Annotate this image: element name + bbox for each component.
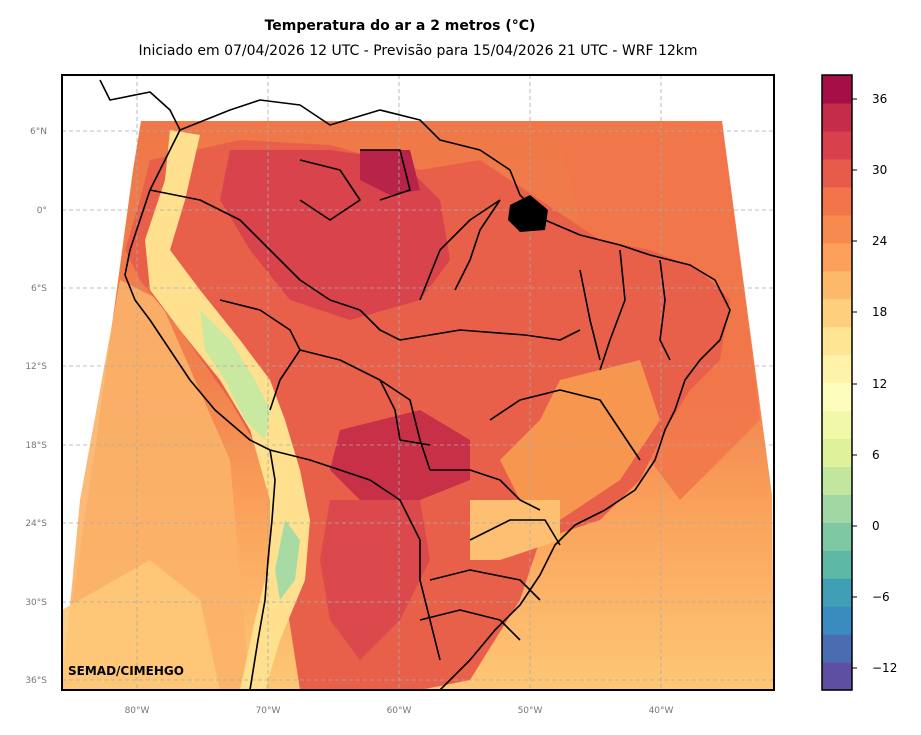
- colorbar-segment: [822, 130, 852, 160]
- colorbar-segment: [822, 578, 852, 607]
- lon-label: 80°W: [125, 706, 150, 716]
- colorbar-segment: [822, 634, 852, 663]
- map-area: [62, 75, 774, 690]
- lon-label: 60°W: [387, 706, 412, 716]
- colorbar-segment: [822, 242, 852, 272]
- colorbar-segment: [822, 438, 852, 467]
- lon-label: 70°W: [256, 706, 281, 716]
- colorbar: [822, 75, 852, 691]
- colorbar-segment: [822, 270, 852, 300]
- andes-cold-south: [275, 520, 300, 600]
- colorbar-segment: [822, 410, 852, 439]
- colorbar-label: 18: [872, 305, 887, 319]
- colorbar-segment: [822, 466, 852, 495]
- lat-label: 6°N: [30, 127, 47, 137]
- colorbar-segment: [822, 606, 852, 635]
- colorbar-segment: [822, 494, 852, 523]
- colorbar-segment: [822, 354, 852, 384]
- colorbar-label: 30: [872, 163, 887, 177]
- credit-label: SEMAD/CIMEHGO: [68, 664, 184, 678]
- colorbar-label: −12: [872, 661, 897, 675]
- lat-label: 36°S: [25, 676, 47, 686]
- colorbar-label: 36: [872, 92, 887, 106]
- map-frame: [61, 74, 775, 691]
- southeast-cool: [470, 500, 560, 560]
- highlands-mild: [500, 360, 660, 520]
- andes-cool-strip: [145, 130, 310, 690]
- colorbar-ticks: [852, 98, 857, 669]
- lat-label: 6°S: [31, 284, 47, 294]
- colorbar-segment: [822, 326, 852, 356]
- colorbar-label: 6: [872, 448, 880, 462]
- colorbar-frame: [821, 74, 853, 691]
- colorbar-label: 12: [872, 377, 887, 391]
- lon-label: 50°W: [518, 706, 543, 716]
- lat-label: 0°: [37, 206, 47, 216]
- colorbar-segment: [822, 522, 852, 551]
- lat-label: 30°S: [25, 598, 47, 608]
- longitude-labels: 80°W 70°W 60°W 50°W 40°W: [125, 706, 674, 716]
- colorbar-label: 24: [872, 234, 887, 248]
- colorbar-segment: [822, 186, 852, 216]
- colorbar-segment: [822, 550, 852, 579]
- colorbar-segment: [822, 75, 852, 104]
- lon-label: 40°W: [649, 706, 674, 716]
- colorbar-labels: 36 30 24 18 12 6 0 −6 −12: [872, 92, 897, 675]
- lat-label: 18°S: [25, 441, 47, 451]
- colorbar-segment: [822, 382, 852, 412]
- latitude-labels: 6°N 0° 6°S 12°S 18°S 24°S 30°S 36°S: [25, 127, 47, 686]
- pacific-cooler-zone: [62, 560, 220, 690]
- colorbar-label: −6: [872, 590, 890, 604]
- graticule: [62, 75, 774, 690]
- colorbar-segment: [822, 214, 852, 244]
- colorbar-segment: [822, 102, 852, 132]
- map-title: Temperatura do ar a 2 metros (°C): [264, 18, 536, 34]
- colorbar-segment: [822, 298, 852, 328]
- colorbar-label: 0: [872, 519, 880, 533]
- colorbar-segment: [822, 662, 852, 691]
- country-borders: [99, 79, 731, 690]
- andes-cold-strip: [200, 310, 270, 440]
- lat-label: 24°S: [25, 519, 47, 529]
- map-subtitle: Iniciado em 07/04/2026 12 UTC - Previsão…: [138, 43, 698, 59]
- chaco-hot-area: [320, 500, 430, 660]
- amazon-hottest-core: [360, 150, 420, 195]
- colorbar-segment: [822, 158, 852, 188]
- lat-label: 12°S: [25, 362, 47, 372]
- marajo-island: [508, 195, 548, 232]
